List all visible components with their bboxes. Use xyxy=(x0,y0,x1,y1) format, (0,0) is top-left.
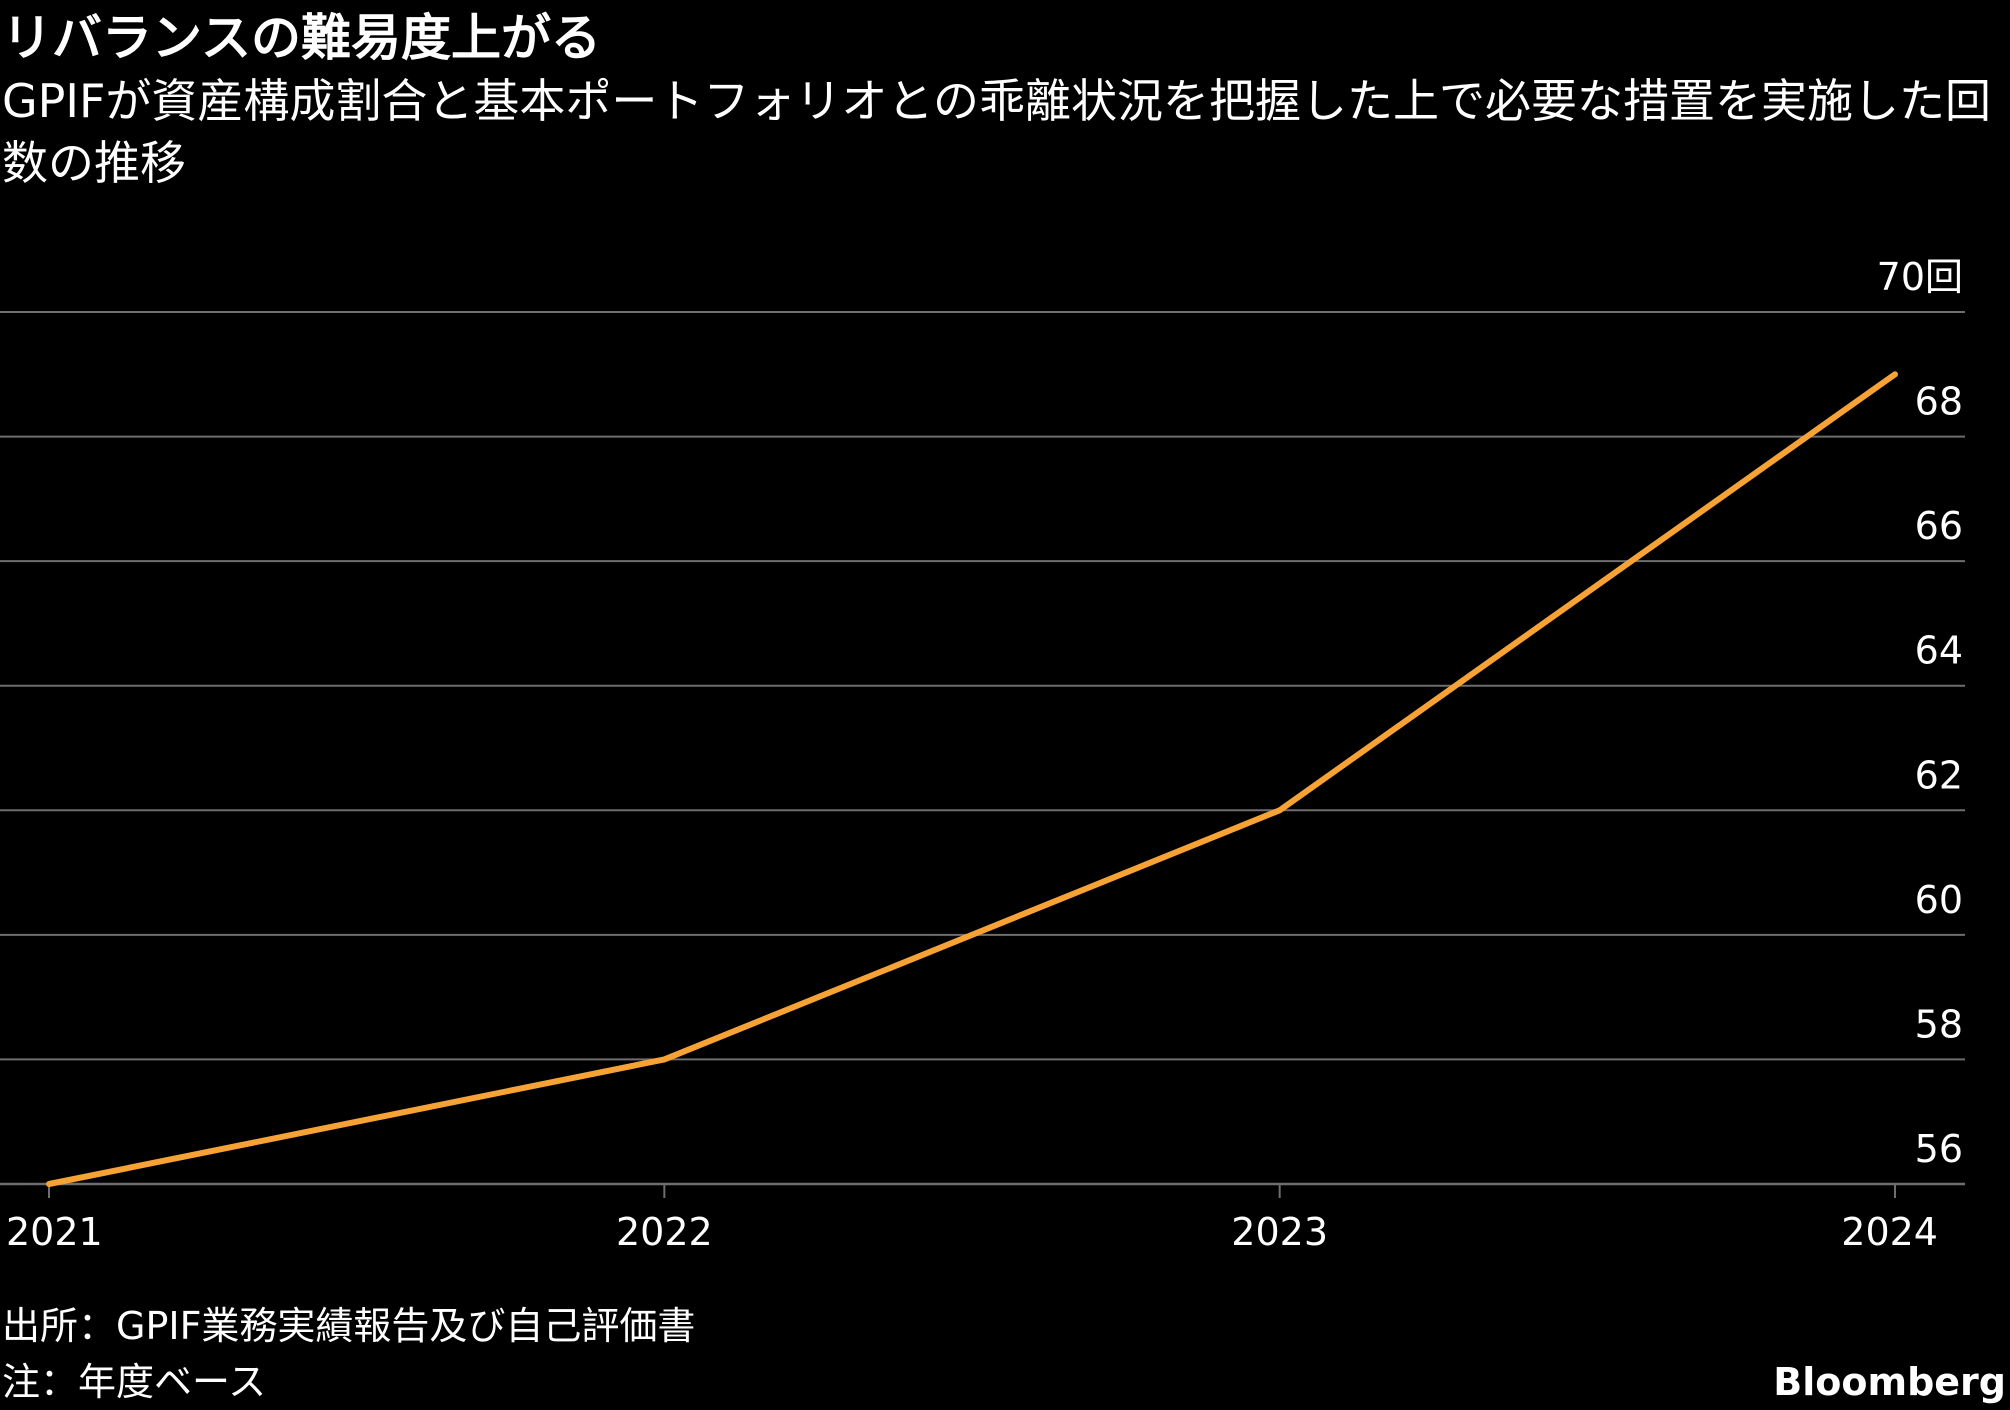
gridlines xyxy=(0,311,1965,1186)
x-tick-label: 2021 xyxy=(6,1210,103,1254)
series-layer xyxy=(46,371,1898,1187)
y-tick-label: 58 xyxy=(1915,1002,1963,1046)
y-tick-label: 64 xyxy=(1915,629,1963,673)
footnote: 注：年度ベース xyxy=(2,1360,267,1404)
y-tick-label: 62 xyxy=(1915,753,1963,797)
chart-title: リバランスの難易度上がる xyxy=(2,9,601,67)
line-chart: 56 58 60 62 64 66 68 70回 2021 2022 2023 2024 xyxy=(0,255,1965,1254)
y-tick-label: 68 xyxy=(1915,380,1963,424)
x-tick-label: 2022 xyxy=(616,1210,713,1254)
y-tick-label: 70回 xyxy=(1877,255,1963,299)
y-tick-label: 60 xyxy=(1915,878,1963,922)
x-tick-label: 2023 xyxy=(1231,1210,1328,1254)
chart-subtitle: GPIFが資産構成割合と基本ポートフォリオとの乖離状況を把握した上で必要な措置を… xyxy=(2,74,1991,190)
y-tick-label: 56 xyxy=(1915,1127,1963,1171)
y-axis-ticks: 56 58 60 62 64 66 68 70回 xyxy=(1877,255,1963,1171)
y-tick-label: 66 xyxy=(1915,504,1963,548)
source-note: 出所：GPIF業務実績報告及び自己評価書 xyxy=(2,1304,696,1348)
series-line xyxy=(46,371,1898,1187)
x-axis-ticks: 2021 2022 2023 2024 xyxy=(6,1184,1938,1254)
x-tick-label: 2024 xyxy=(1841,1210,1938,1254)
bloomberg-logo: Bloomberg xyxy=(1773,1360,2006,1404)
